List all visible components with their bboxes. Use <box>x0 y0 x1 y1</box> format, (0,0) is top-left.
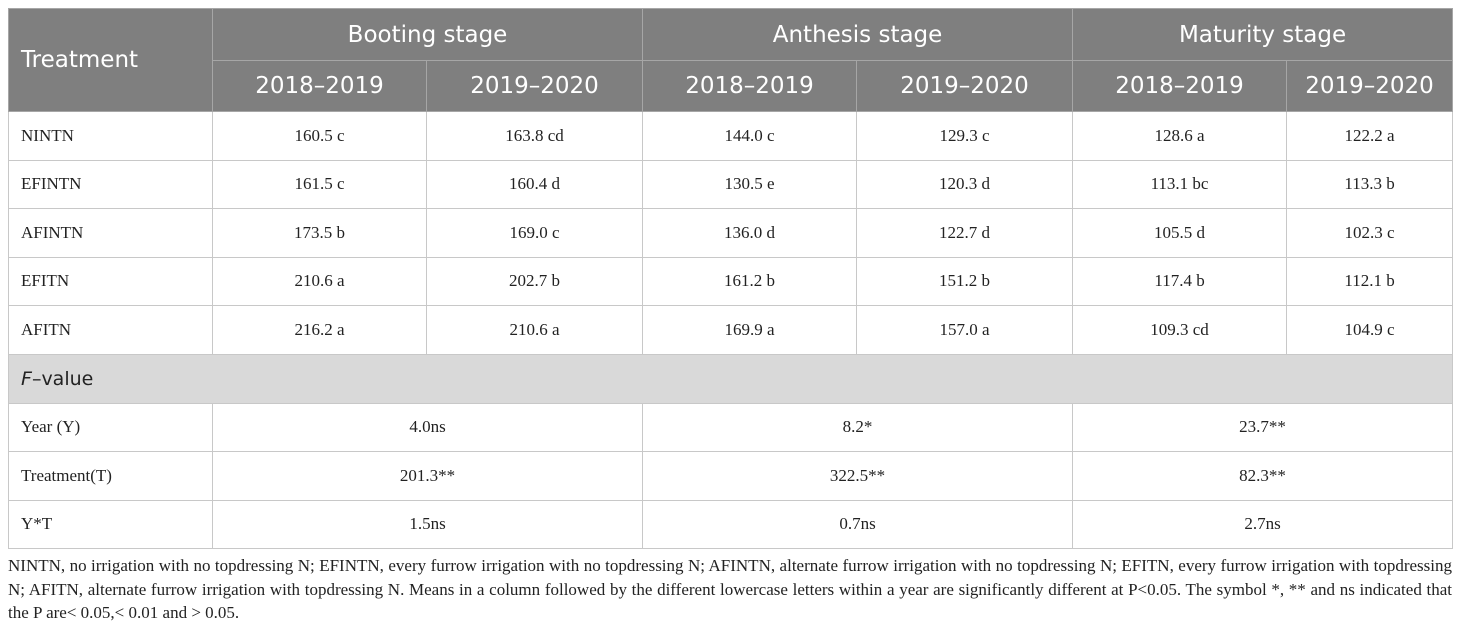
row-label: AFINTN <box>8 208 213 258</box>
table-row: EFINTN 161.5 c 160.4 d 130.5 e 120.3 d 1… <box>8 159 1454 209</box>
table-cell: 161.5 c <box>212 159 427 209</box>
table-footnote: NINTN, no irrigation with no topdressing… <box>8 556 1452 622</box>
fvalue-row: Year (Y) 4.0ns 8.2* 23.7** <box>8 402 1454 452</box>
table-cell: 160.4 d <box>425 159 644 209</box>
table-cell: 122.7 d <box>856 208 1074 258</box>
table-cell: 130.5 e <box>642 159 858 209</box>
fvalue-cell: 4.0ns <box>211 402 644 452</box>
table-row: AFITN 216.2 a 210.6 a 169.9 a 157.0 a 10… <box>8 305 1454 355</box>
fvalue-cell: 0.7ns <box>642 499 1074 549</box>
table-cell: 202.7 b <box>425 256 644 306</box>
header-year: 2019–2020 <box>425 60 644 112</box>
fvalue-row: Y*T 1.5ns 0.7ns 2.7ns <box>8 499 1454 549</box>
row-label: EFINTN <box>8 159 213 209</box>
table-row: EFITN 210.6 a 202.7 b 161.2 b 151.2 b 11… <box>8 256 1454 306</box>
row-label: Year (Y) <box>8 402 213 452</box>
table-cell: 161.2 b <box>642 256 858 306</box>
table-cell: 117.4 b <box>1072 256 1288 306</box>
table-cell: 122.2 a <box>1286 111 1454 161</box>
table-cell: 151.2 b <box>856 256 1074 306</box>
fvalue-cell: 322.5** <box>642 451 1074 501</box>
table-cell: 105.5 d <box>1072 208 1288 258</box>
fvalue-cell: 82.3** <box>1072 451 1454 501</box>
data-table-container: Treatment Booting stage Anthesis stage M… <box>7 8 1454 549</box>
table-cell: 144.0 c <box>642 111 858 161</box>
table-row: AFINTN 173.5 b 169.0 c 136.0 d 122.7 d 1… <box>8 208 1454 258</box>
fvalue-italic-f: F <box>21 367 32 390</box>
table-cell: 112.1 b <box>1286 256 1454 306</box>
fvalue-cell: 23.7** <box>1072 402 1454 452</box>
fvalue-cell: 1.5ns <box>211 499 644 549</box>
header-treatment: Treatment <box>8 8 213 112</box>
table-cell: 169.9 a <box>642 305 858 355</box>
table-cell: 169.0 c <box>425 208 644 258</box>
table-row: NINTN 160.5 c 163.8 cd 144.0 c 129.3 c 1… <box>8 111 1454 161</box>
row-label: NINTN <box>8 111 213 161</box>
header-year: 2019–2020 <box>856 60 1074 112</box>
fvalue-label-rest: –value <box>31 367 94 390</box>
header-year: 2018–2019 <box>642 60 858 112</box>
table-cell: 216.2 a <box>212 305 427 355</box>
table-cell: 210.6 a <box>425 305 644 355</box>
table-cell: 129.3 c <box>856 111 1074 161</box>
row-label: EFITN <box>8 256 213 306</box>
table-cell: 163.8 cd <box>425 111 644 161</box>
fvalue-cell: 8.2* <box>642 402 1074 452</box>
fvalue-cell: 2.7ns <box>1072 499 1454 549</box>
table-cell: 104.9 c <box>1286 305 1454 355</box>
table-cell: 109.3 cd <box>1072 305 1288 355</box>
fvalue-section-row: F–value <box>7 353 1454 404</box>
table-cell: 157.0 a <box>856 305 1074 355</box>
header-year: 2018–2019 <box>212 60 427 112</box>
fvalue-row: Treatment(T) 201.3** 322.5** 82.3** <box>8 451 1454 501</box>
header-year: 2018–2019 <box>1072 60 1288 112</box>
table-cell: 160.5 c <box>212 111 427 161</box>
header-stage-anthesis: Anthesis stage <box>642 8 1074 61</box>
header-stage-maturity: Maturity stage <box>1072 8 1454 61</box>
table-cell: 128.6 a <box>1072 111 1288 161</box>
row-label: AFITN <box>8 305 213 355</box>
row-label: Treatment(T) <box>8 451 213 501</box>
table-cell: 113.1 bc <box>1072 159 1288 209</box>
table-cell: 210.6 a <box>212 256 427 306</box>
fvalue-heading: F–value <box>7 353 1454 404</box>
table-cell: 136.0 d <box>642 208 858 258</box>
data-table: Treatment Booting stage Anthesis stage M… <box>7 8 1454 549</box>
header-stage-booting: Booting stage <box>211 8 644 61</box>
header-year: 2019–2020 <box>1286 60 1454 112</box>
table-cell: 102.3 c <box>1286 208 1454 258</box>
fvalue-cell: 201.3** <box>211 451 644 501</box>
table-cell: 173.5 b <box>212 208 427 258</box>
table-cell: 120.3 d <box>856 159 1074 209</box>
row-label: Y*T <box>8 499 213 549</box>
table-cell: 113.3 b <box>1286 159 1454 209</box>
